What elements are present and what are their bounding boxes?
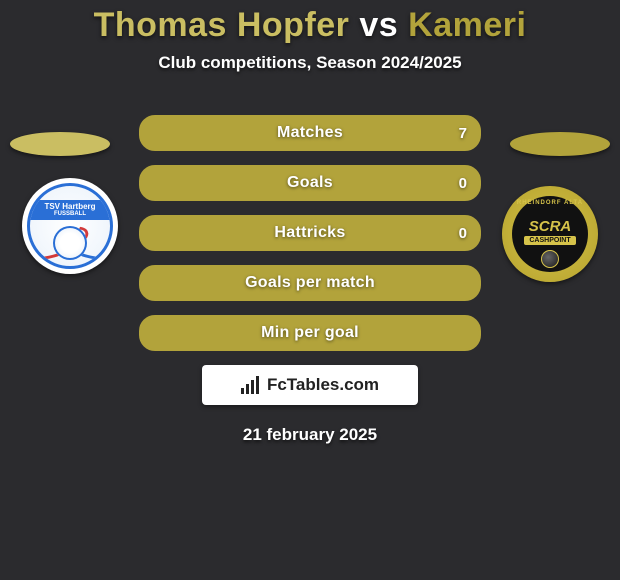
scra-cash: CASHPOINT <box>524 236 575 245</box>
stat-right-value: 0 <box>459 217 467 249</box>
player1-name: Thomas Hopfer <box>94 6 350 44</box>
stat-row: Goals0 <box>139 165 481 201</box>
scra-crest: RHEINDORF ALTA SCRA CASHPOINT <box>502 186 598 282</box>
player2-name: Kameri <box>408 6 526 44</box>
stat-label: Matches <box>141 117 479 149</box>
bar-chart-icon <box>241 376 261 394</box>
stat-row: Goals per match <box>139 265 481 301</box>
subtitle: Club competitions, Season 2024/2025 <box>0 53 620 73</box>
date: 21 february 2025 <box>0 425 620 445</box>
fctables-badge: FcTables.com <box>202 365 418 405</box>
stat-row: Matches7 <box>139 115 481 151</box>
stat-label: Goals per match <box>141 267 479 299</box>
hartberg-text2: FUSSBALL <box>54 211 86 217</box>
stat-label: Hattricks <box>141 217 479 249</box>
scra-label: SCRA <box>529 219 572 234</box>
hartberg-text1: TSV Hartberg <box>44 203 95 211</box>
scra-arc: RHEINDORF ALTA <box>517 200 583 206</box>
stat-row: Min per goal <box>139 315 481 351</box>
fctables-label: FcTables.com <box>267 375 379 395</box>
page-title: Thomas Hopfer vs Kameri <box>0 6 620 45</box>
tsv-hartberg-crest: TSV Hartberg FUSSBALL <box>22 178 118 274</box>
player2-ellipse <box>510 132 610 156</box>
player1-ellipse <box>10 132 110 156</box>
stat-label: Min per goal <box>141 317 479 349</box>
stat-right-value: 7 <box>459 117 467 149</box>
stat-row: Hattricks0 <box>139 215 481 251</box>
stat-label: Goals <box>141 167 479 199</box>
stats-container: Matches7Goals0Hattricks0Goals per matchM… <box>139 115 481 351</box>
vs-label: vs <box>359 6 398 44</box>
stat-right-value: 0 <box>459 167 467 199</box>
